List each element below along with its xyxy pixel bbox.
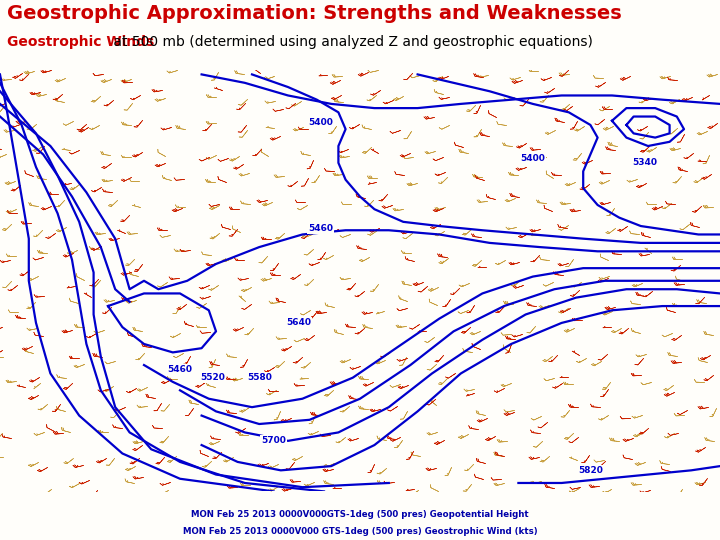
- Text: 5700: 5700: [261, 436, 286, 446]
- Text: 5460: 5460: [308, 224, 333, 233]
- Text: 5400: 5400: [521, 154, 545, 163]
- Text: 5820: 5820: [578, 466, 603, 475]
- Text: 5520: 5520: [200, 373, 225, 382]
- Text: 5460: 5460: [168, 364, 192, 374]
- Text: 5400: 5400: [308, 118, 333, 127]
- Text: Geostrophic Winds: Geostrophic Winds: [7, 35, 155, 49]
- Text: at 500 mb (determined using analyzed Z and geostrophic equations): at 500 mb (determined using analyzed Z a…: [109, 35, 593, 49]
- Text: 5580: 5580: [247, 373, 271, 382]
- Text: Geostrophic Approximation: Strengths and Weaknesses: Geostrophic Approximation: Strengths and…: [7, 4, 622, 23]
- Text: 5640: 5640: [287, 319, 311, 327]
- Text: 5340: 5340: [632, 158, 657, 167]
- Text: MON Feb 25 2013 0000V000 GTS-1deg (500 pres) Geostrophic Wind (kts): MON Feb 25 2013 0000V000 GTS-1deg (500 p…: [183, 526, 537, 536]
- Text: MON Feb 25 2013 0000V000GTS-1deg (500 pres) Geopotential Height: MON Feb 25 2013 0000V000GTS-1deg (500 pr…: [192, 510, 528, 519]
